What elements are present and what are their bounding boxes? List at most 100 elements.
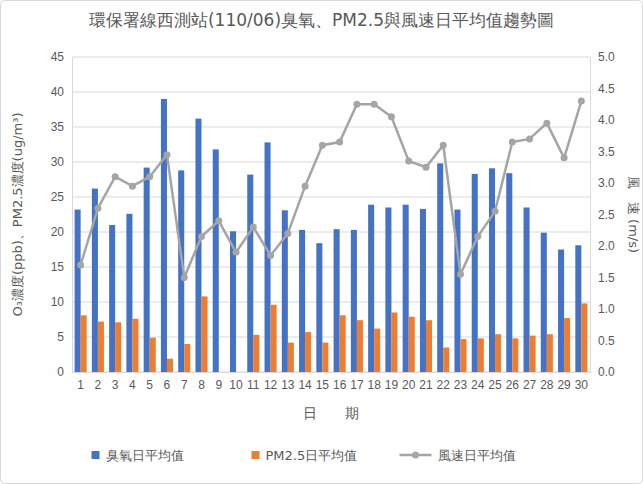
marker [233, 249, 240, 256]
x-tick-label: 1 [77, 378, 84, 392]
x-tick-label: 5 [146, 378, 153, 392]
y2-tick-label: 4.0 [598, 113, 615, 127]
bar [305, 332, 311, 372]
bar [126, 214, 132, 372]
marker [198, 233, 205, 240]
x-axis: 1234567891011121314151617181920212223242… [73, 372, 591, 392]
x-tick: 9 [215, 372, 222, 392]
x-tick: 4 [129, 372, 136, 392]
x-tick-label: 27 [523, 378, 537, 392]
bar [357, 320, 363, 372]
x-tick-label: 30 [575, 378, 589, 392]
bar [351, 230, 357, 372]
marker [146, 173, 153, 180]
marker [371, 101, 378, 108]
x-tick-label: 8 [198, 378, 205, 392]
bar [161, 99, 167, 372]
x-tick: 1 [77, 372, 84, 392]
y2-tick: 0.5 [590, 334, 615, 348]
x-tick-label: 24 [471, 378, 485, 392]
marker [578, 98, 585, 105]
bar [426, 320, 432, 372]
x-tick: 6 [164, 372, 171, 392]
y2-axis: 0.00.51.01.52.02.53.03.54.04.55.0 [590, 50, 615, 379]
x-tick-label: 16 [333, 378, 347, 392]
y2-tick: 1.5 [590, 271, 615, 285]
y-tick: 10 [51, 295, 72, 309]
y2-tick-label: 2.0 [598, 239, 615, 253]
bar [132, 319, 138, 372]
y-tick-label: 15 [51, 260, 65, 274]
y-tick-label: 20 [51, 225, 65, 239]
y-tick: 5 [57, 330, 72, 344]
x-tick: 16 [333, 372, 347, 392]
bar [340, 315, 346, 372]
y-tick-label: 30 [51, 155, 65, 169]
x-tick-label: 19 [385, 378, 399, 392]
marker [457, 271, 464, 278]
x-tick-label: 13 [281, 378, 295, 392]
x-tick-label: 2 [95, 378, 102, 392]
marker [543, 120, 550, 127]
y-tick-label: 10 [51, 295, 65, 309]
legend-swatch [252, 451, 260, 459]
marks [75, 98, 588, 372]
y-tick: 40 [51, 85, 72, 99]
x-tick: 13 [281, 372, 295, 392]
y-tick-label: 40 [51, 85, 65, 99]
x-tick: 17 [350, 372, 364, 392]
y-axis-title: O₃濃度(ppb)、PM2.5濃度(ug/m³) [10, 113, 25, 317]
marker [215, 217, 222, 224]
y2-tick-label: 3.5 [598, 145, 615, 159]
bar [368, 205, 374, 372]
x-tick-label: 29 [557, 378, 571, 392]
x-tick: 26 [506, 372, 520, 392]
marker [336, 139, 343, 146]
bar [461, 339, 467, 372]
x-tick: 18 [367, 372, 381, 392]
bar [288, 343, 294, 372]
marker [77, 261, 84, 268]
bar [558, 250, 564, 373]
bar [581, 303, 587, 372]
bar [391, 313, 397, 373]
line [81, 101, 582, 277]
grid [72, 57, 590, 372]
y-tick: 15 [51, 260, 72, 274]
bar [322, 343, 328, 372]
bar [409, 317, 415, 372]
x-tick: 25 [488, 372, 502, 392]
x-tick: 30 [575, 372, 589, 392]
bar [253, 335, 259, 372]
x-tick: 8 [198, 372, 205, 392]
marker [440, 142, 447, 149]
legend-marker [412, 452, 419, 459]
y-tick: 0 [57, 365, 72, 379]
x-axis-line [73, 372, 591, 373]
x-tick: 14 [298, 372, 312, 392]
bar [144, 168, 150, 372]
x-tick-label: 11 [247, 378, 260, 392]
y2-tick: 5.0 [590, 50, 615, 64]
y2-tick-label: 5.0 [598, 50, 615, 64]
x-tick: 28 [540, 372, 554, 392]
x-tick-label: 12 [264, 378, 278, 392]
y2-tick-label: 0.0 [598, 365, 615, 379]
y-tick-label: 25 [51, 190, 65, 204]
marker [474, 233, 481, 240]
x-tick: 12 [264, 372, 278, 392]
marker [509, 139, 516, 146]
bar [202, 296, 208, 372]
marker [94, 205, 101, 212]
marker [492, 208, 499, 215]
x-tick-label: 21 [419, 378, 433, 392]
bar [547, 334, 553, 372]
bar [75, 210, 81, 372]
y-tick: 25 [51, 190, 72, 204]
bar [420, 209, 426, 372]
x-tick-label: 23 [454, 378, 468, 392]
bar [541, 233, 547, 372]
x-tick: 20 [402, 372, 416, 392]
x-tick-label: 15 [316, 378, 330, 392]
marker [181, 274, 188, 281]
